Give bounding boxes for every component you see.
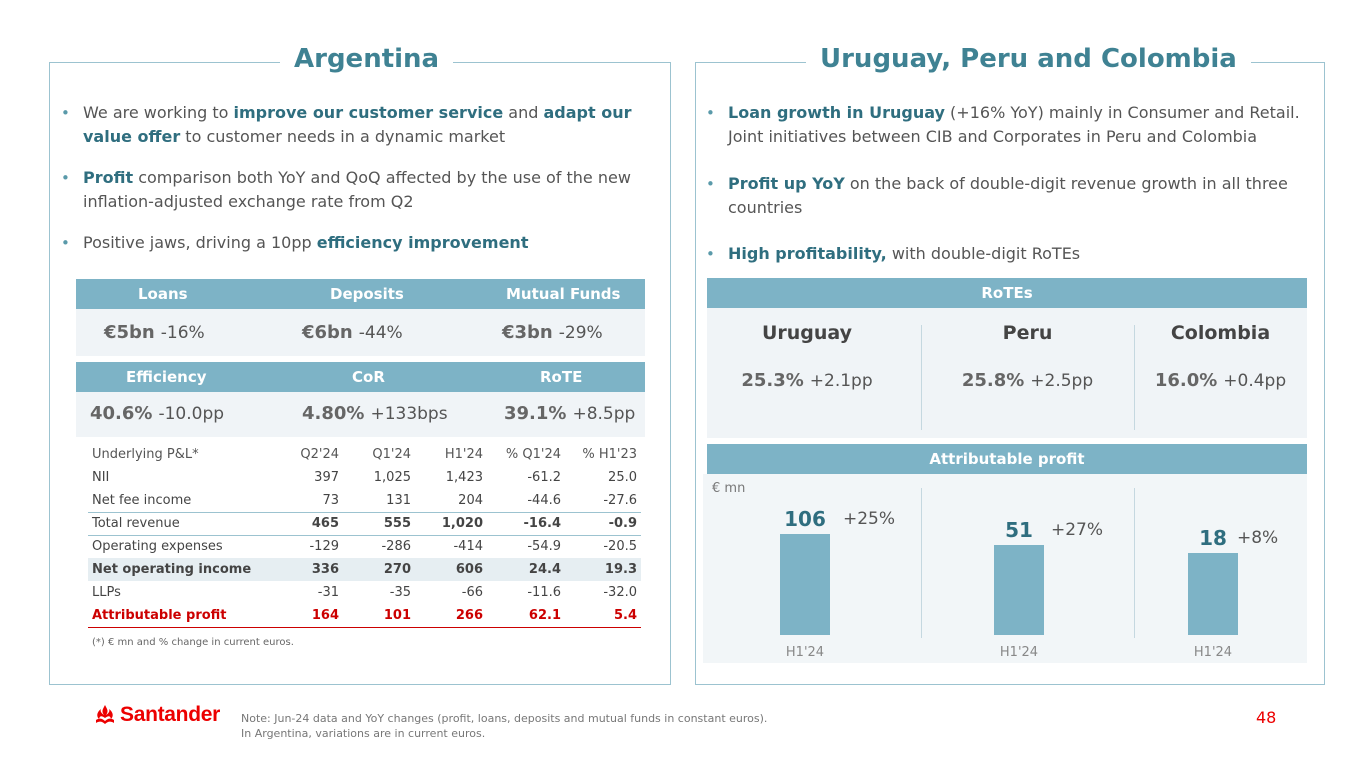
chart-divider [921,488,922,638]
upc-title: Uruguay, Peru and Colombia [806,44,1251,74]
deposits-value: €6bn -44% [302,322,403,343]
kpi1-values [76,309,645,356]
table-row: Attributable profit 164 101 266 62.1 5.4 [88,604,641,628]
profit-change-label: +27% [1051,520,1104,540]
profit-bar-label: 51 [1005,518,1033,542]
rotes-divider [1134,325,1135,430]
table-row: Net fee income 73 131 204 -44.6 -27.6 [92,492,637,508]
table-row: Total revenue 465 555 1,020 -16.4 -0.9 [88,512,641,535]
kpi2-values [76,392,645,437]
rote-value: 25.3% +2.1pp [741,370,873,391]
upc-bullet-1: • Loan growth in Uruguay (+16% YoY) main… [706,103,1300,146]
rotes-divider [921,325,922,430]
rote-value: 39.1% +8.5pp [504,403,636,424]
kpi2-header: Efficiency CoR RoTE [76,362,645,392]
x-tick-label: H1'24 [1193,645,1233,660]
brand-name: Santander [120,703,220,726]
arg-bullet-3: • Positive jaws, driving a 10pp efficien… [61,233,529,252]
rotes-header: RoTEs [707,278,1307,308]
funds-value: €3bn -29% [502,322,603,343]
country-name: Peru [1002,322,1053,344]
page-number: 48 [1256,708,1277,727]
cor-value: 4.80% +133bps [302,403,448,424]
profit-header: Attributable profit [707,444,1307,474]
pl-table: Underlying P&L* Q2'24 Q1'24 H1'24% Q1'24% H… [88,443,641,628]
x-tick-label: H1'24 [999,645,1039,660]
profit-bar [780,534,830,635]
table-row: Operating expenses -129 -286 -414 -54.9 -20.5 [92,539,637,555]
rote-peru: Peru 25.8% +2.5pp [921,322,1134,391]
profit-change-label: +25% [843,509,896,529]
x-tick-label: H1'24 [785,645,825,660]
arg-bullet-1: • We are working to improve our customer… [61,103,632,146]
chart-divider [1134,488,1135,638]
profit-bar-label: 18 [1199,526,1227,550]
country-name: Uruguay [761,322,853,344]
profit-bar [1188,553,1238,635]
rotes-body [707,308,1307,438]
loans-value: €5bn -16% [104,322,205,343]
pl-header-row: Underlying P&L* Q2'24 Q1'24 H1'24% Q1'24% H… [92,447,637,462]
table-row: Net operating income 336 270 606 24.4 19.3 [88,558,641,581]
profit-change-label: +8% [1237,528,1279,548]
profit-unit: € mn [712,481,746,496]
table-row: LLPs -31 -35 -66 -11.6 -32.0 [92,585,637,600]
flame-icon [96,705,114,724]
profit-bar-label: 106 [784,507,826,531]
rote-uruguay: Uruguay 25.3% +2.1pp [707,322,907,391]
upc-bullet-3: • High profitability, with double-digit … [706,244,1081,263]
kpi1-header: Loans Deposits Mutual Funds [76,279,645,309]
rote-value: 16.0% +0.4pp [1154,370,1287,391]
arg-bullet-2: • Profit comparison both YoY and QoQ aff… [61,168,631,211]
upc-bullet-2: • Profit up YoY on the back of double-di… [706,174,1288,217]
efficiency-value: 40.6% -10.0pp [90,403,225,424]
rote-value: 25.8% +2.5pp [961,370,1094,391]
footer-note: Note: Jun-24 data and YoY changes (profi… [241,712,768,740]
table-row: NII 397 1,025 1,423 -61.2 25.0 [92,470,637,485]
profit-bar [994,545,1044,635]
country-name: Colombia [1170,322,1271,344]
argentina-title: Argentina [280,44,454,74]
pl-footnote: (*) € mn and % change in current euros. [92,637,294,648]
rote-colombia: Colombia 16.0% +0.4pp [1134,322,1307,391]
